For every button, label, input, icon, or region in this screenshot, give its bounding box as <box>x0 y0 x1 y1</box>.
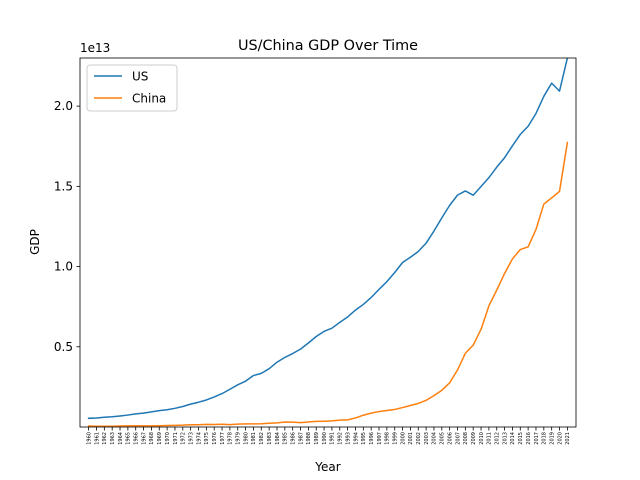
x-tick-label: 2001 <box>408 432 414 445</box>
x-tick-label: 1962 <box>102 432 108 445</box>
x-tick-label: 2007 <box>455 432 461 445</box>
x-tick-label: 2012 <box>495 432 501 445</box>
x-tick-label: 1963 <box>110 432 116 445</box>
x-tick-label: 2014 <box>510 432 516 445</box>
x-tick-label: 2011 <box>487 432 493 445</box>
x-tick-label: 1994 <box>353 432 359 445</box>
x-tick-label: 1977 <box>220 432 226 445</box>
x-tick-label: 1966 <box>134 432 140 445</box>
x-tick-label: 1989 <box>314 432 320 445</box>
y-tick-label: 1.0 <box>54 260 73 274</box>
x-tick-label: 1979 <box>236 432 242 445</box>
x-tick-label: 2013 <box>502 432 508 445</box>
x-tick-label: 2009 <box>471 432 477 445</box>
x-tick-label: 1987 <box>298 432 304 445</box>
x-tick-label: 1978 <box>228 432 234 445</box>
x-tick-label: 2005 <box>440 432 446 445</box>
chart-title: US/China GDP Over Time <box>238 38 418 54</box>
x-tick-label: 1999 <box>393 432 399 445</box>
plot-area <box>80 58 576 427</box>
x-tick-label: 1992 <box>338 432 344 445</box>
x-tick-label: 1972 <box>181 432 187 445</box>
x-tick-label: 2002 <box>416 432 422 445</box>
x-tick-label: 2015 <box>518 432 524 445</box>
x-tick-label: 1967 <box>141 432 147 445</box>
x-tick-label: 1964 <box>118 432 124 445</box>
y-offset-label: 1e13 <box>80 41 110 55</box>
x-tick-label: 1991 <box>330 432 336 445</box>
x-tick-label: 2021 <box>565 432 571 445</box>
x-tick-label: 2004 <box>432 432 438 445</box>
x-tick-label: 1996 <box>369 432 375 445</box>
x-tick-label: 2006 <box>447 432 453 445</box>
x-tick-label: 1974 <box>196 432 202 445</box>
x-tick-label: 2020 <box>557 432 563 445</box>
x-tick-label: 1976 <box>212 432 218 445</box>
y-axis-ticks: 0.5 1.0 1.5 2.0 <box>54 99 80 354</box>
x-tick-label: 1961 <box>94 432 100 445</box>
legend: US China <box>86 64 178 112</box>
x-tick-label: 1997 <box>377 432 383 445</box>
x-tick-label: 1985 <box>283 432 289 445</box>
legend-label-china: China <box>132 92 166 106</box>
x-tick-label: 1965 <box>126 432 132 445</box>
x-axis-label: Year <box>314 460 340 474</box>
x-tick-label: 2000 <box>400 432 406 445</box>
x-tick-label: 1971 <box>173 432 179 445</box>
x-tick-label: 1983 <box>267 432 273 445</box>
x-tick-label: 1975 <box>204 432 210 445</box>
y-tick-label: 1.5 <box>54 179 73 193</box>
x-axis-ticks: 1960 1961 1962 1963 1964 1965 1966 1967 1968 1969… <box>86 427 571 445</box>
x-tick-label: 1973 <box>188 432 194 445</box>
x-tick-label: 1970 <box>165 432 171 445</box>
x-tick-label: 2010 <box>479 432 485 445</box>
x-tick-label: 1993 <box>345 432 351 445</box>
y-tick-label: 0.5 <box>54 340 73 354</box>
x-tick-label: 1995 <box>361 432 367 445</box>
series-line-china <box>87 141 569 427</box>
x-tick-label: 1988 <box>306 432 312 445</box>
y-tick-label: 2.0 <box>54 99 73 113</box>
series-layer <box>87 58 569 427</box>
x-tick-label: 1986 <box>290 432 296 445</box>
x-tick-label: 1960 <box>86 432 92 445</box>
x-tick-label: 1984 <box>275 432 281 445</box>
x-tick-label: 2008 <box>463 432 469 445</box>
x-tick-label: 1981 <box>251 432 257 445</box>
x-tick-label: 1980 <box>243 432 249 445</box>
series-line-us <box>87 58 569 420</box>
x-tick-label: 2019 <box>549 432 555 445</box>
x-tick-label: 1998 <box>385 432 391 445</box>
x-tick-label: 1982 <box>259 432 265 445</box>
x-tick-label: 2018 <box>542 432 548 445</box>
x-tick-label: 2003 <box>424 432 430 445</box>
plot-frame <box>79 57 577 428</box>
x-tick-label: 1969 <box>157 432 163 445</box>
y-axis-label: GDP <box>28 229 42 255</box>
x-tick-label: 1990 <box>322 432 328 445</box>
x-tick-label: 2016 <box>526 432 532 445</box>
x-tick-label: 2017 <box>534 432 540 445</box>
legend-label-us: US <box>132 70 148 84</box>
x-tick-label: 1968 <box>149 432 155 445</box>
